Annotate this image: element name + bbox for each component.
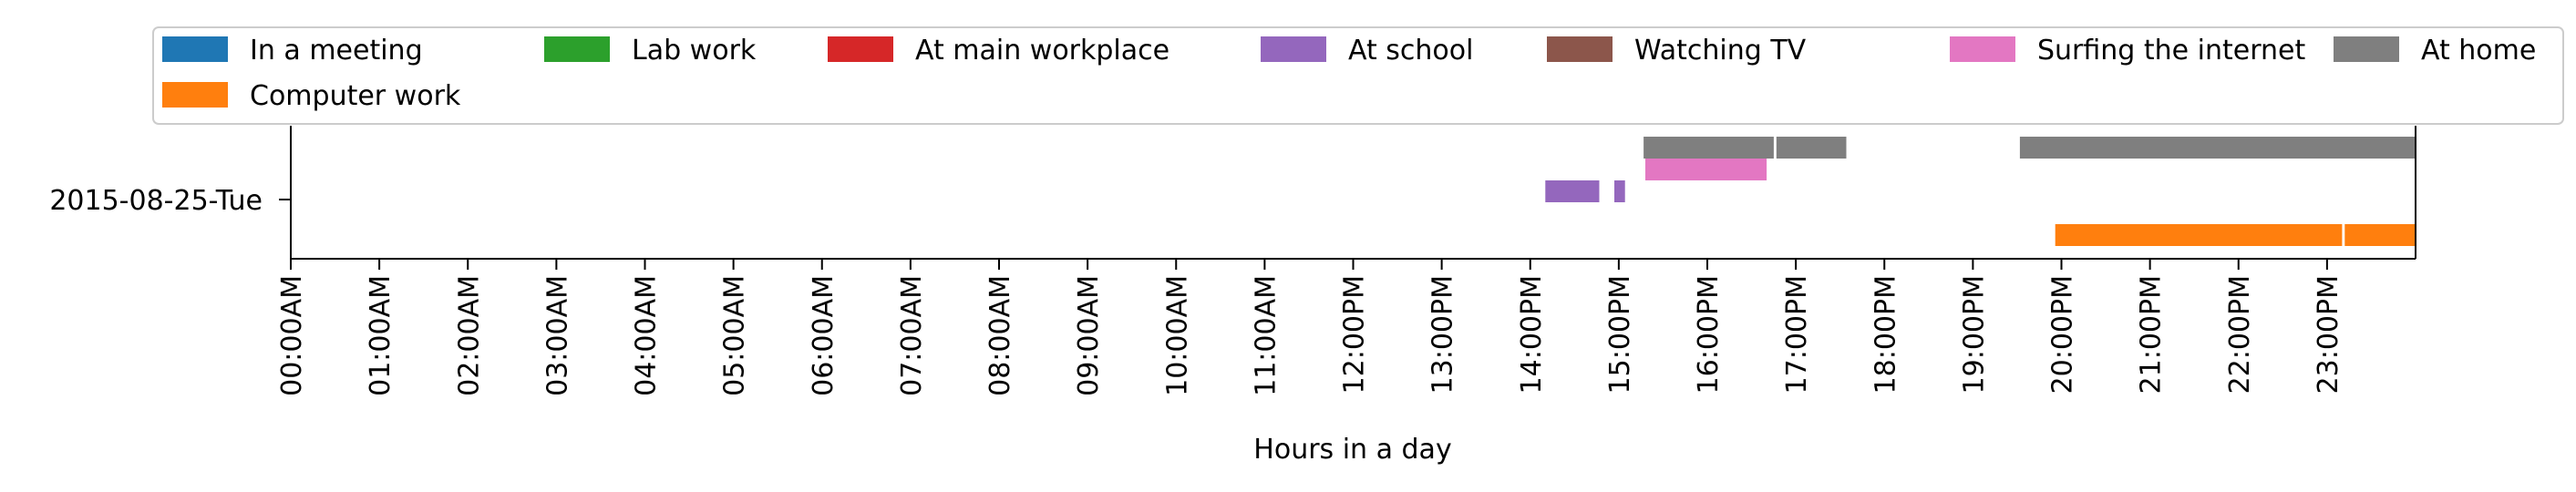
x-tick-label: 08:00AM xyxy=(984,275,1016,396)
bar-surfing-the-internet-0 xyxy=(1645,159,1767,180)
legend-label: In a meeting xyxy=(250,35,423,67)
x-tick-label: 11:00AM xyxy=(1250,275,1282,396)
x-tick-label: 04:00AM xyxy=(631,275,663,396)
x-tick-label: 22:00PM xyxy=(2224,275,2256,394)
legend-swatch xyxy=(544,36,610,62)
legend-label: Watching TV xyxy=(1634,35,1807,67)
x-tick-label: 20:00PM xyxy=(2047,275,2079,394)
x-tick-label: 19:00PM xyxy=(1958,275,1990,394)
x-tick-label: 12:00PM xyxy=(1339,275,1371,394)
legend-swatch xyxy=(162,36,228,62)
activity-bars xyxy=(1545,137,2416,246)
legend-label: At main workplace xyxy=(915,35,1170,67)
x-tick-label: 07:00AM xyxy=(896,275,928,396)
legend-label: Computer work xyxy=(250,80,461,112)
x-tick-label: 05:00AM xyxy=(719,275,751,396)
bar-at-home-0 xyxy=(1643,137,1774,159)
bar-at-home-1 xyxy=(1776,137,1847,159)
x-axis: 00:00AM 01:00AM 02:00AM 03:00AM 04:00AM 05:00… xyxy=(276,259,2344,396)
x-tick-label: 00:00AM xyxy=(276,275,308,396)
legend-label: Lab work xyxy=(632,35,757,67)
x-tick-label: 02:00AM xyxy=(453,275,485,396)
legend-swatch xyxy=(2334,36,2399,62)
x-tick-label: 14:00PM xyxy=(1516,275,1548,394)
legend-label: At home xyxy=(2421,35,2536,67)
legend-swatch xyxy=(162,82,228,108)
y-tick-label: 2015-08-25-Tue xyxy=(49,185,263,217)
bar-at-school-1 xyxy=(1614,180,1625,202)
y-axis: 2015-08-25-Tue xyxy=(49,185,291,217)
bar-computer-work-1 xyxy=(2344,224,2416,246)
x-tick-label: 09:00AM xyxy=(1073,275,1105,396)
x-tick-label: 01:00AM xyxy=(365,275,397,396)
x-tick-label: 23:00PM xyxy=(2313,275,2344,394)
legend-label: At school xyxy=(1348,35,1473,67)
x-tick-label: 06:00AM xyxy=(808,275,840,396)
x-axis-title: Hours in a day xyxy=(1253,434,1451,466)
legend-swatch xyxy=(1547,36,1613,62)
x-tick-label: 13:00PM xyxy=(1427,275,1459,394)
legend-swatch xyxy=(828,36,893,62)
x-tick-label: 03:00AM xyxy=(541,275,573,396)
legend-swatch xyxy=(1261,36,1326,62)
x-tick-label: 16:00PM xyxy=(1693,275,1725,394)
x-tick-label: 18:00PM xyxy=(1870,275,1901,394)
bar-computer-work-0 xyxy=(2055,224,2343,246)
bar-at-home-2 xyxy=(2019,137,2416,159)
x-tick-label: 21:00PM xyxy=(2136,275,2168,394)
legend: In a meeting Lab work At main workplace At … xyxy=(152,26,2564,125)
x-tick-label: 15:00PM xyxy=(1604,275,1636,394)
x-tick-label: 10:00AM xyxy=(1161,275,1193,396)
legend-swatch xyxy=(1950,36,2015,62)
bar-at-school-0 xyxy=(1545,180,1600,202)
legend-label: Surfing the internet xyxy=(2037,35,2305,67)
x-tick-label: 17:00PM xyxy=(1781,275,1813,394)
